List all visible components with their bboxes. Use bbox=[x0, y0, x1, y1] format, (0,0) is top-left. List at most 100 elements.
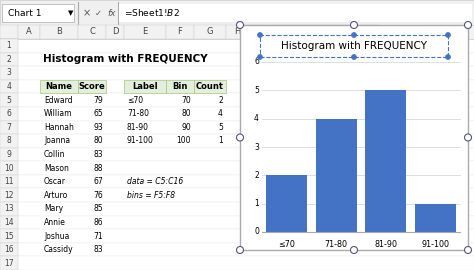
Text: Count: Count bbox=[196, 82, 224, 91]
Bar bbox=[226, 25, 248, 39]
Text: 15: 15 bbox=[4, 232, 14, 241]
Text: 81-90: 81-90 bbox=[374, 240, 397, 249]
Text: 85: 85 bbox=[93, 204, 103, 213]
Bar bbox=[0, 93, 18, 107]
Circle shape bbox=[237, 22, 244, 29]
Bar bbox=[0, 0, 474, 25]
Bar bbox=[248, 25, 270, 39]
Bar bbox=[0, 188, 18, 202]
Text: Mason: Mason bbox=[44, 164, 69, 173]
Text: I: I bbox=[258, 28, 260, 36]
Text: N: N bbox=[366, 28, 372, 36]
Text: 70: 70 bbox=[181, 96, 191, 105]
Text: 88: 88 bbox=[93, 164, 103, 173]
Text: E: E bbox=[142, 28, 147, 36]
Bar bbox=[194, 80, 226, 93]
Text: fx: fx bbox=[107, 8, 116, 18]
Text: 91-100: 91-100 bbox=[421, 240, 449, 249]
Bar bbox=[0, 39, 18, 53]
Circle shape bbox=[257, 55, 263, 59]
Text: M: M bbox=[343, 28, 351, 36]
Text: Joshua: Joshua bbox=[44, 232, 69, 241]
Text: Hannah: Hannah bbox=[44, 123, 74, 132]
Text: 2: 2 bbox=[254, 171, 259, 180]
Text: bins = F5:F8: bins = F5:F8 bbox=[127, 191, 175, 200]
Bar bbox=[18, 175, 474, 188]
Text: 93: 93 bbox=[93, 123, 103, 132]
Bar bbox=[78, 25, 106, 39]
Bar bbox=[124, 25, 166, 39]
Text: 80: 80 bbox=[93, 136, 103, 146]
Bar bbox=[0, 107, 18, 120]
Bar bbox=[0, 120, 18, 134]
Text: 2: 2 bbox=[218, 96, 223, 105]
Text: J: J bbox=[280, 28, 282, 36]
Bar bbox=[124, 80, 166, 93]
Text: ×: × bbox=[83, 8, 91, 18]
Bar bbox=[314, 25, 336, 39]
Bar bbox=[0, 229, 18, 243]
Bar bbox=[18, 120, 474, 134]
Text: K: K bbox=[300, 28, 306, 36]
Bar bbox=[262, 62, 460, 232]
Text: 13: 13 bbox=[4, 204, 14, 213]
Bar bbox=[166, 25, 194, 39]
Text: Name: Name bbox=[46, 82, 73, 91]
Bar bbox=[194, 25, 226, 39]
Text: Histogram with FREQUENCY: Histogram with FREQUENCY bbox=[43, 54, 208, 64]
Text: 16: 16 bbox=[4, 245, 14, 254]
Bar bbox=[18, 80, 474, 93]
Bar bbox=[0, 256, 18, 270]
Text: 86: 86 bbox=[93, 218, 103, 227]
Text: 67: 67 bbox=[93, 177, 103, 186]
Bar bbox=[18, 161, 474, 175]
Text: F: F bbox=[178, 28, 182, 36]
Text: 90: 90 bbox=[181, 123, 191, 132]
Text: C: C bbox=[89, 28, 95, 36]
Text: Chart 1: Chart 1 bbox=[8, 8, 42, 18]
Text: A: A bbox=[26, 28, 32, 36]
Text: ✓: ✓ bbox=[95, 8, 102, 18]
Bar bbox=[78, 80, 106, 93]
Text: data = C5:C16: data = C5:C16 bbox=[127, 177, 183, 186]
Text: 5: 5 bbox=[218, 123, 223, 132]
Bar bbox=[106, 25, 124, 39]
Bar bbox=[292, 25, 314, 39]
Bar bbox=[18, 39, 474, 53]
Bar bbox=[18, 229, 474, 243]
Text: 4: 4 bbox=[218, 109, 223, 118]
Bar bbox=[365, 90, 406, 232]
Text: 76: 76 bbox=[93, 191, 103, 200]
Text: 11: 11 bbox=[4, 177, 14, 186]
Text: Mary: Mary bbox=[44, 204, 63, 213]
Text: Histogram with FREQUENCY: Histogram with FREQUENCY bbox=[281, 41, 427, 51]
Text: 7: 7 bbox=[7, 123, 11, 132]
Circle shape bbox=[350, 22, 357, 29]
Bar bbox=[18, 66, 474, 80]
Text: ≤70: ≤70 bbox=[127, 96, 143, 105]
Text: 6: 6 bbox=[254, 58, 259, 66]
Text: Bin: Bin bbox=[173, 82, 188, 91]
Text: B: B bbox=[56, 28, 62, 36]
Text: 12: 12 bbox=[4, 191, 14, 200]
Text: ▼: ▼ bbox=[68, 10, 73, 16]
Circle shape bbox=[237, 247, 244, 254]
Text: 14: 14 bbox=[4, 218, 14, 227]
Text: 83: 83 bbox=[93, 150, 103, 159]
Bar bbox=[0, 134, 18, 148]
Text: 80: 80 bbox=[182, 109, 191, 118]
Text: 79: 79 bbox=[93, 96, 103, 105]
Bar bbox=[0, 80, 18, 93]
Bar bbox=[240, 25, 468, 250]
Text: 0: 0 bbox=[254, 228, 259, 237]
Text: 81-90: 81-90 bbox=[127, 123, 149, 132]
Bar bbox=[0, 175, 18, 188]
Text: 83: 83 bbox=[93, 245, 103, 254]
Bar bbox=[2, 4, 74, 22]
Text: Oscar: Oscar bbox=[44, 177, 66, 186]
Bar bbox=[415, 204, 456, 232]
Text: 10: 10 bbox=[4, 164, 14, 173]
Bar bbox=[0, 53, 18, 66]
Text: 1: 1 bbox=[7, 41, 11, 50]
Text: 71-80: 71-80 bbox=[325, 240, 348, 249]
